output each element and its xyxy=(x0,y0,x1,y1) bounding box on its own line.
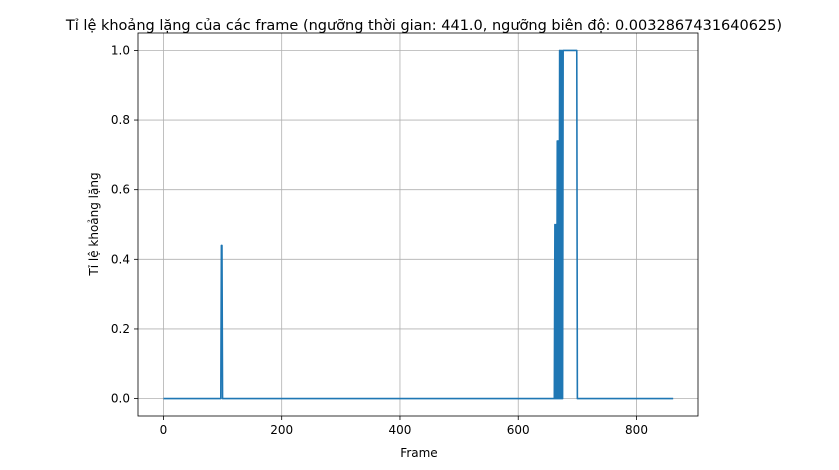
y-tick-label-2: 0.4 xyxy=(111,252,130,266)
y-tick-label-4: 0.8 xyxy=(111,113,130,127)
x-tick-label-4: 800 xyxy=(625,423,648,437)
ticks: 0 200 400 600 800 0.0 0.2 0.4 0.6 0.8 1.0 xyxy=(111,43,648,437)
x-tick-label-2: 400 xyxy=(389,423,412,437)
axes-frame xyxy=(137,32,699,417)
y-tick-label-1: 0.2 xyxy=(111,322,130,336)
chart-title: Tỉ lệ khoảng lặng của các frame (ngưỡng … xyxy=(65,18,782,34)
y-axis-label: Tỉ lệ khoảng lặng xyxy=(87,172,101,276)
y-tick-label-0: 0.0 xyxy=(111,392,130,406)
axes-spines xyxy=(137,32,699,417)
series-line-0 xyxy=(163,49,674,400)
series xyxy=(163,49,674,400)
x-tick-label-0: 0 xyxy=(160,423,168,437)
x-axis-label: Frame xyxy=(400,446,437,460)
x-tick-label-3: 600 xyxy=(507,423,530,437)
y-tick-label-5: 1.0 xyxy=(111,43,130,57)
y-tick-label-3: 0.6 xyxy=(111,183,130,197)
x-tick-label-1: 200 xyxy=(270,423,293,437)
